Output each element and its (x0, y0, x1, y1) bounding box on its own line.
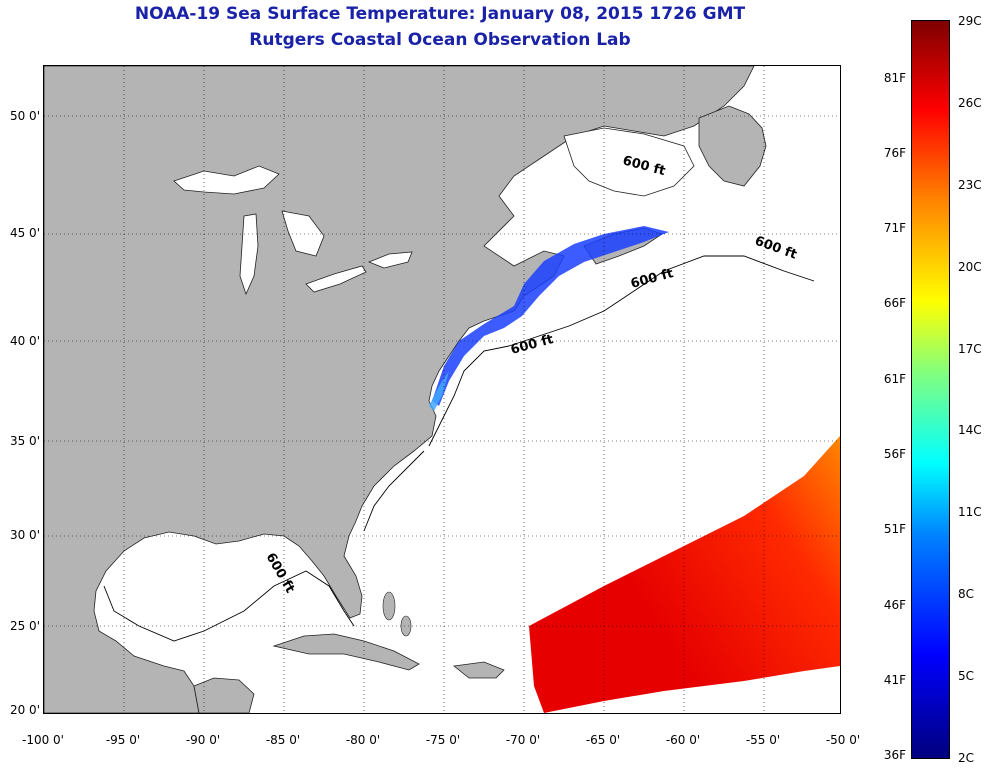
lat-lon-grid (44, 66, 840, 713)
temperature-colorbar (911, 20, 950, 759)
land-bahamas (382, 591, 396, 621)
cb-f-46: 46F (883, 598, 906, 612)
cb-f-51: 51F (883, 522, 906, 536)
cb-c-17: 17C (958, 342, 982, 356)
cb-c-8: 8C (958, 587, 975, 601)
cb-c-2: 2C (958, 751, 975, 765)
land-bahamas-2 (400, 615, 412, 637)
cb-f-56: 56F (883, 447, 906, 461)
lon-label-95: -95 0' (105, 733, 141, 747)
cb-c-29: 29C (958, 14, 982, 28)
water-gulf-st-lawrence (563, 127, 695, 197)
cb-c-26: 26C (958, 96, 982, 110)
cb-f-36: 36F (883, 748, 906, 762)
lon-label-90: -90 0' (185, 733, 221, 747)
lake-superior (173, 165, 280, 195)
cb-c-11: 11C (958, 505, 982, 519)
contour-600ft-gulf (103, 570, 355, 642)
sst-coastal-band (432, 226, 669, 406)
lon-label-80: -80 0' (345, 733, 381, 747)
contour-label-2: 600 ft (753, 234, 799, 263)
cb-f-66: 66F (883, 296, 906, 310)
sst-warm-swath (529, 436, 840, 713)
cb-c-5: 5C (958, 669, 975, 683)
lat-label-40: 40 0' (9, 334, 40, 348)
map-panel: 600 ft 600 ft 600 ft 600 ft 600 ft (43, 65, 841, 714)
cb-f-76: 76F (883, 146, 906, 160)
cb-c-14: 14C (958, 423, 982, 437)
lat-label-20: 20 0' (9, 703, 40, 717)
contour-label-3: 600 ft (629, 266, 675, 292)
lon-label-60: -60 0' (665, 733, 701, 747)
lat-label-25: 25 0' (9, 619, 40, 633)
land-yucatan (193, 677, 255, 713)
lon-label-65: -65 0' (585, 733, 621, 747)
lon-label-70: -70 0' (505, 733, 541, 747)
figure-subtitle: Rutgers Coastal Ocean Observation Lab (249, 30, 631, 50)
cb-f-41: 41F (883, 673, 906, 687)
lon-label-85: -85 0' (265, 733, 301, 747)
lon-label-100: -100 0' (22, 733, 64, 747)
lat-label-45: 45 0' (9, 226, 40, 240)
lat-label-35: 35 0' (9, 434, 40, 448)
map-canvas: 600 ft 600 ft 600 ft 600 ft 600 ft (44, 66, 840, 713)
contour-label-5: 600 ft (263, 551, 298, 596)
contour-label-4: 600 ft (509, 332, 555, 358)
cb-c-23: 23C (958, 178, 982, 192)
figure-title: NOAA-19 Sea Surface Temperature: January… (134, 4, 746, 24)
cb-f-61: 61F (883, 372, 906, 386)
lon-label-55: -55 0' (745, 733, 781, 747)
sst-coastal-light (429, 371, 449, 411)
cb-c-20: 20C (958, 260, 982, 274)
land-newfoundland (698, 105, 767, 187)
lake-ontario (367, 251, 413, 269)
land-cuba (272, 633, 420, 671)
land-north-america (44, 66, 755, 713)
lat-label-30: 30 0' (9, 528, 40, 542)
lat-label-50: 50 0' (9, 109, 40, 123)
lon-label-50: -50 0' (825, 733, 861, 747)
cb-f-81: 81F (883, 71, 906, 85)
contour-600ft-atlantic (428, 255, 815, 447)
cb-f-71: 71F (883, 221, 906, 235)
lake-erie (305, 265, 367, 293)
contour-600ft-se (363, 450, 425, 532)
lon-label-75: -75 0' (425, 733, 461, 747)
lake-huron (281, 210, 325, 257)
land-hispaniola (453, 661, 505, 679)
